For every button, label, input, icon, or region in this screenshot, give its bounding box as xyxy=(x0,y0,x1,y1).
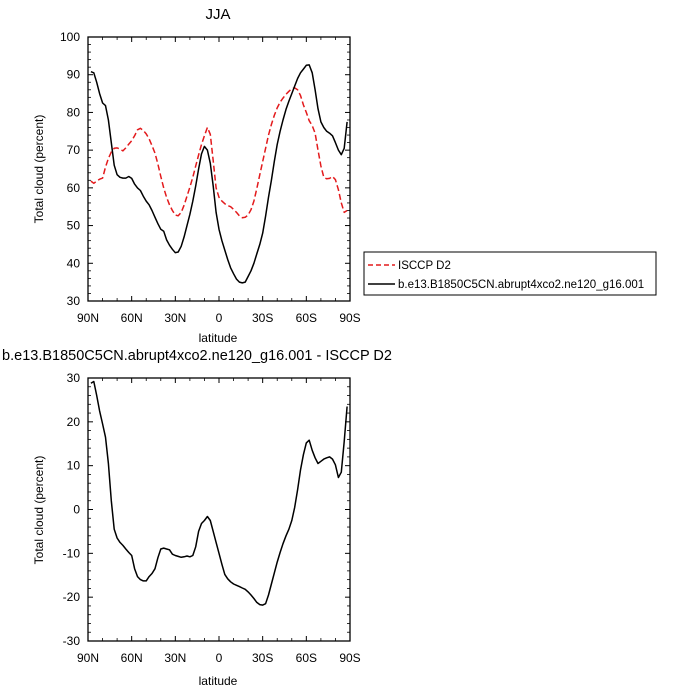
bottom-series-line-0 xyxy=(90,380,348,606)
bottom-y-tick-label: 0 xyxy=(73,503,80,517)
bottom-x-tick-label: 30N xyxy=(164,651,186,665)
top-y-tick-label: 90 xyxy=(67,68,81,82)
top-y-tick-label: 80 xyxy=(67,105,81,119)
top-x-tick-label: 90S xyxy=(339,311,360,325)
top-y-tick-label: 60 xyxy=(67,181,81,195)
top-x-tick-label: 60S xyxy=(296,311,317,325)
bottom-y-tick-label: -20 xyxy=(63,590,81,604)
bottom-y-axis-label: Total cloud (percent) xyxy=(32,456,46,565)
bottom-x-tick-label: 60N xyxy=(121,651,143,665)
top-x-tick-label: 90N xyxy=(77,311,99,325)
bottom-x-tick-label: 0 xyxy=(216,651,223,665)
top-x-tick-label: 30S xyxy=(252,311,273,325)
top-axis-ticks: 90N 60N 30N 0 30S 60S 90S 30 40 50 60 70 80 90 100 xyxy=(60,30,361,325)
top-series-line-0 xyxy=(90,87,348,219)
bottom-axis-ticks: 90N 60N 30N 0 30S 60S 90S -30 -20 -10 0 10 20 30 xyxy=(63,371,361,665)
top-x-axis-label: latitude xyxy=(199,331,238,345)
bottom-chart-title: b.e13.B1850C5CN.abrupt4xco2.ne120_g16.00… xyxy=(2,348,392,364)
bottom-y-tick-label: 10 xyxy=(67,459,81,473)
top-y-axis-label: Total cloud (percent) xyxy=(32,115,46,224)
bottom-series-group xyxy=(90,380,348,606)
bottom-y-tick-label: 30 xyxy=(67,371,81,385)
bottom-panel: b.e13.B1850C5CN.abrupt4xco2.ne120_g16.00… xyxy=(2,348,392,688)
top-series-line-1 xyxy=(90,64,348,284)
top-x-tick-label: 30N xyxy=(164,311,186,325)
bottom-y-tick-label: -10 xyxy=(63,546,81,560)
bottom-x-tick-label: 30S xyxy=(252,651,273,665)
bottom-x-tick-label: 60S xyxy=(296,651,317,665)
top-series-group xyxy=(90,64,348,284)
top-y-tick-label: 50 xyxy=(67,219,81,233)
legend-label-isccp: ISCCP D2 xyxy=(398,260,451,272)
legend-box xyxy=(363,251,657,296)
top-y-tick-label: 100 xyxy=(60,30,80,44)
bottom-x-tick-label: 90N xyxy=(77,651,99,665)
bottom-x-tick-label: 90S xyxy=(339,651,360,665)
top-x-tick-label: 60N xyxy=(121,311,143,325)
legend-label-model: b.e13.B1850C5CN.abrupt4xco2.ne120_g16.00… xyxy=(398,279,644,291)
top-y-tick-label: 40 xyxy=(67,256,81,270)
bottom-y-tick-label: -30 xyxy=(63,634,81,648)
top-y-tick-label: 70 xyxy=(67,143,81,157)
bottom-x-axis-label: latitude xyxy=(199,674,238,688)
top-y-tick-label: 30 xyxy=(67,294,81,308)
top-chart-title: JJA xyxy=(205,6,230,23)
bottom-y-tick-label: 20 xyxy=(67,415,81,429)
top-x-tick-label: 0 xyxy=(216,311,223,325)
legend: ISCCP D2 b.e13.B1850C5CN.abrupt4xco2.ne1… xyxy=(363,251,657,296)
top-panel: JJA 90N 60N 30N 0 30S 60S 90S 30 40 50 60 70 80 90 100… xyxy=(32,6,361,345)
